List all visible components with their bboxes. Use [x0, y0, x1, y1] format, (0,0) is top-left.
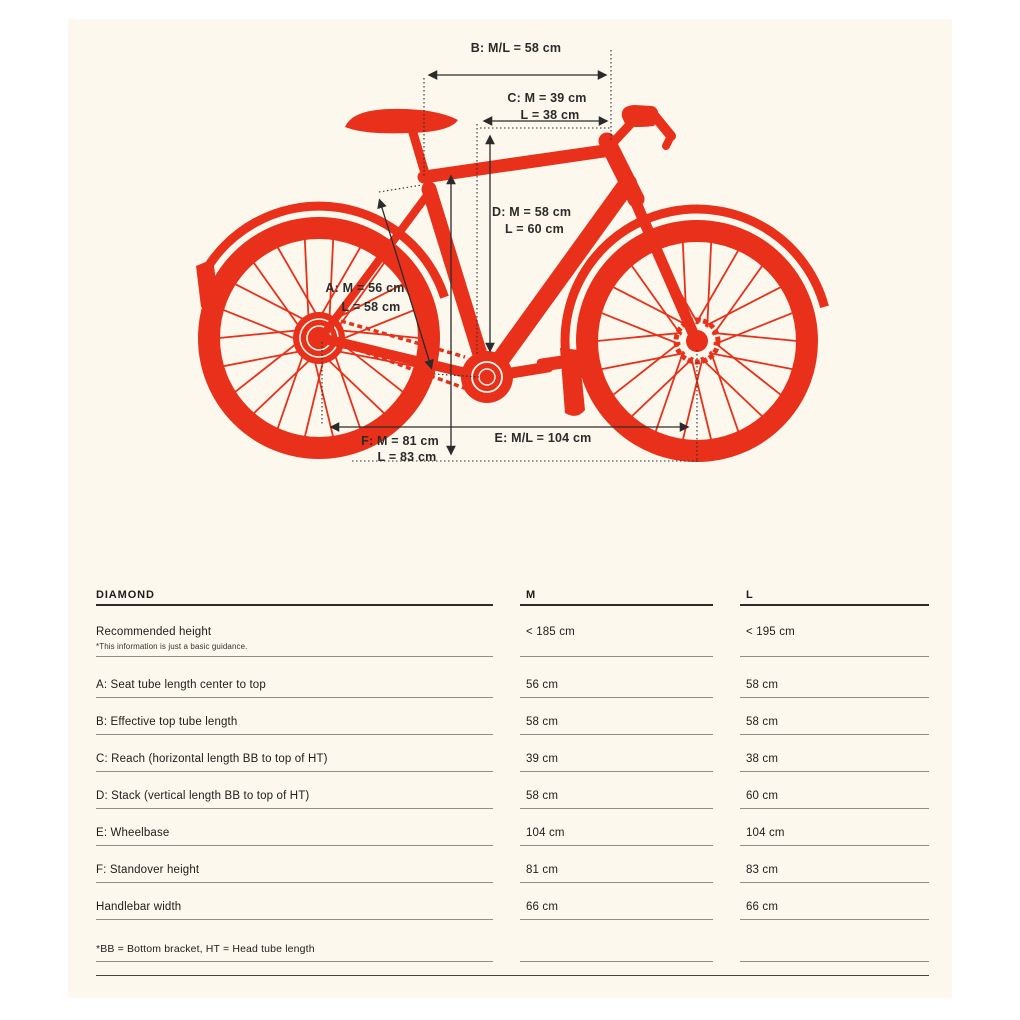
cell-m: 39 cm	[526, 753, 559, 765]
row-label: D: Stack (vertical length BB to top of H…	[96, 790, 310, 802]
seat-tube	[421, 181, 495, 385]
cell-m: 58 cm	[526, 790, 559, 802]
table-header-diamond: DIAMOND	[96, 589, 155, 601]
down-tube	[479, 174, 637, 386]
seat-post	[406, 121, 437, 202]
chainring	[461, 351, 513, 403]
page-background	[68, 19, 952, 998]
row-label: Recommended height	[96, 626, 212, 638]
label-c-line1: C: M = 39 cm	[507, 91, 586, 105]
rear-mudflap	[196, 259, 219, 309]
cell-l: 104 cm	[746, 827, 785, 839]
cell-m: 66 cm	[526, 901, 559, 913]
table-header-l: L	[746, 589, 754, 601]
cell-l: 58 cm	[746, 679, 779, 691]
cell-m: 56 cm	[526, 679, 559, 691]
dimension-labels: B: M/L = 58 cm C: M = 39 cm L = 38 cm D:…	[325, 41, 591, 464]
cell-l: 58 cm	[746, 716, 779, 728]
label-b: B: M/L = 58 cm	[471, 41, 561, 55]
label-f-line2: L = 83 cm	[378, 450, 437, 464]
row-label: C: Reach (horizontal length BB to top of…	[96, 753, 328, 765]
row-label: A: Seat tube length center to top	[96, 679, 266, 691]
cell-l: < 195 cm	[746, 626, 795, 638]
top-tube	[417, 143, 618, 184]
fork	[627, 190, 702, 346]
handlebar	[621, 105, 676, 150]
table-bottom-border	[96, 975, 929, 976]
row-label: B: Effective top tube length	[96, 716, 238, 728]
row-footnote: *This information is just a basic guidan…	[96, 642, 248, 651]
saddle	[345, 108, 458, 134]
bike-geometry-diagram: B: M/L = 58 cm C: M = 39 cm L = 38 cm D:…	[196, 41, 829, 464]
row-label: Handlebar width	[96, 901, 182, 913]
dimension-annotations	[321, 50, 700, 462]
table-header-m: M	[526, 589, 537, 601]
crankset	[461, 351, 568, 403]
cell-l: 60 cm	[746, 790, 779, 802]
dimension-line-a	[377, 198, 434, 370]
cell-l: 38 cm	[746, 753, 779, 765]
label-f-line1: F: M = 81 cm	[361, 434, 439, 448]
bike-illustration	[196, 105, 829, 462]
row-label: *BB = Bottom bracket, HT = Head tube len…	[96, 943, 315, 955]
cell-l: 83 cm	[746, 864, 779, 876]
label-d-line2: L = 60 cm	[505, 222, 564, 236]
label-c-line2: L = 38 cm	[521, 108, 580, 122]
rear-wheel	[196, 201, 449, 459]
cell-m: 104 cm	[526, 827, 565, 839]
cell-l: 66 cm	[746, 901, 779, 913]
label-a-line2: L = 58 cm	[342, 300, 401, 314]
row-label: E: Wheelbase	[96, 827, 170, 839]
label-e: E: M/L = 104 cm	[495, 431, 592, 445]
row-label: F: Standover height	[96, 864, 200, 876]
cell-m: 58 cm	[526, 716, 559, 728]
cell-m: < 185 cm	[526, 626, 575, 638]
label-a-line1: A: M = 56 cm	[325, 281, 404, 295]
pedal	[536, 355, 568, 372]
head-tube	[598, 132, 645, 208]
label-d-line1: D: M = 58 cm	[492, 205, 571, 219]
cell-m: 81 cm	[526, 864, 559, 876]
